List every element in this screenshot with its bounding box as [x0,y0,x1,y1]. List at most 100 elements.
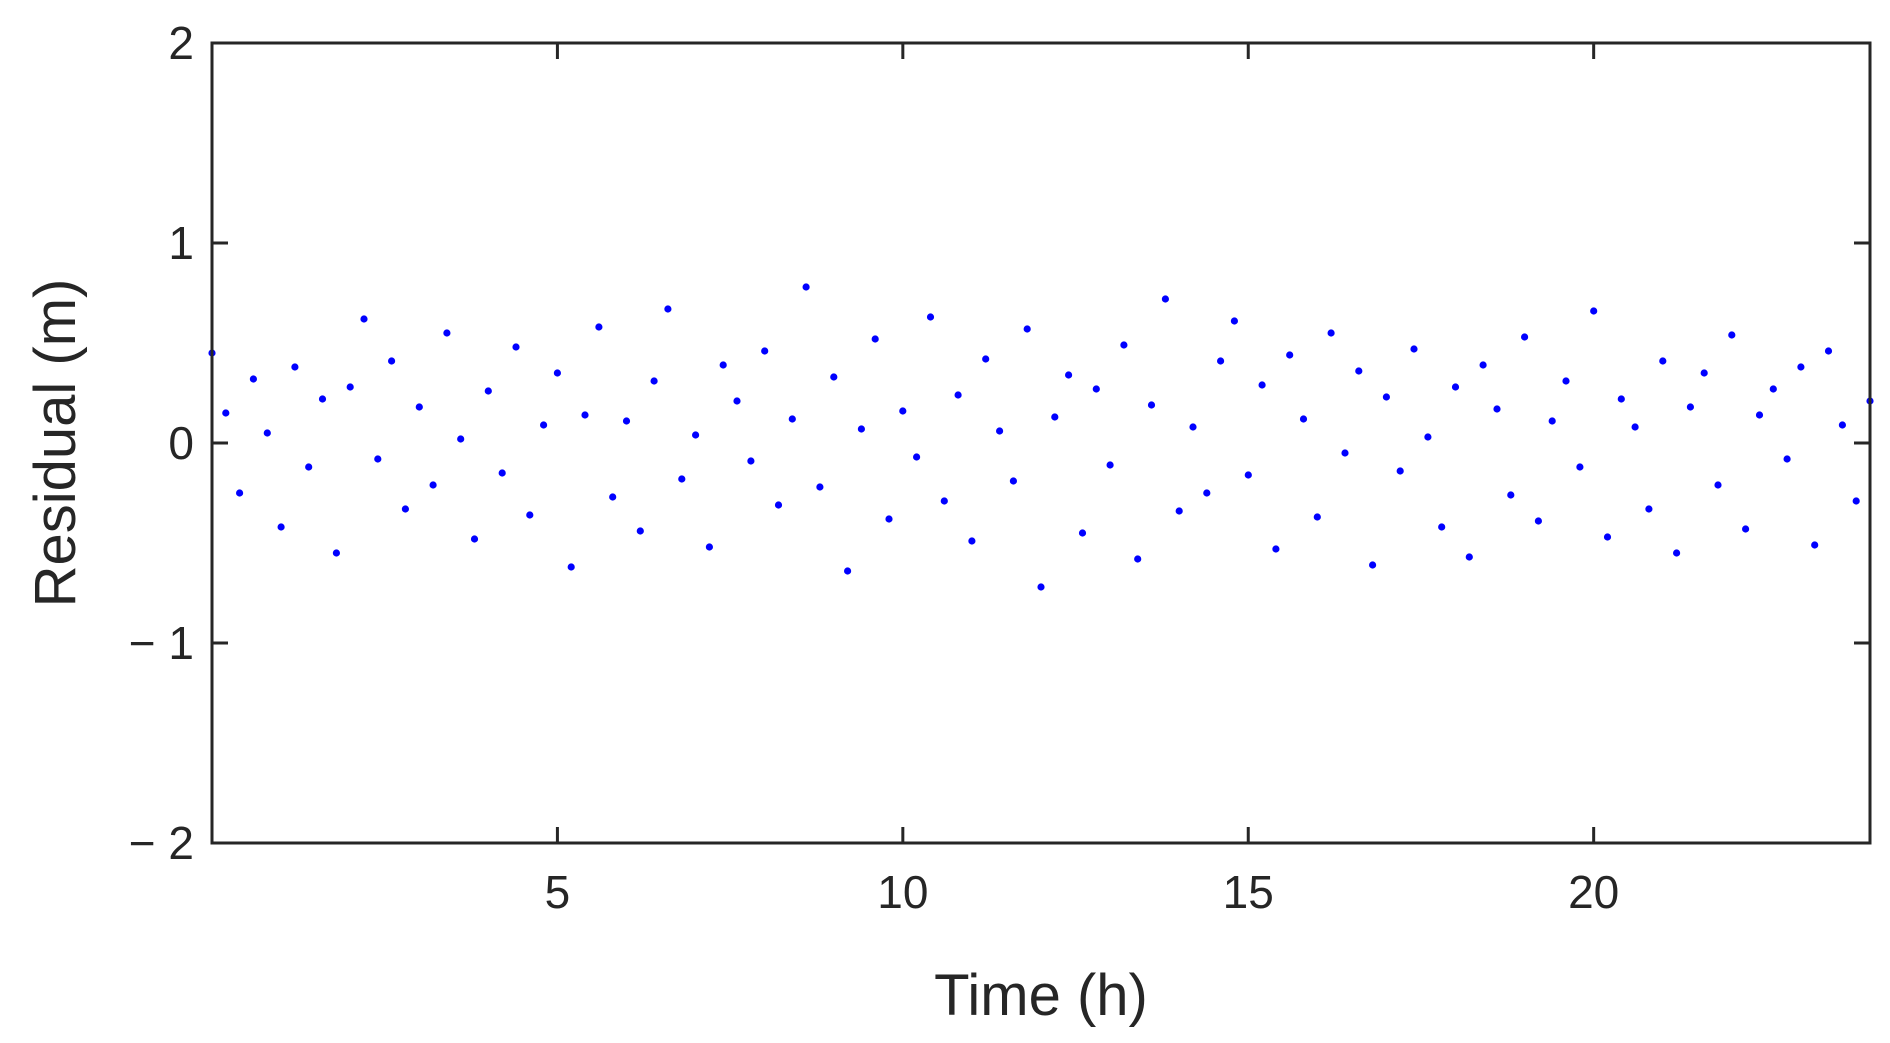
scatter-point [871,335,879,343]
scatter-point [1451,383,1460,391]
scatter-point [1479,361,1487,369]
scatter-point [1078,529,1087,537]
scatter-point [291,363,299,371]
scatter-point [954,391,962,399]
scatter-point [830,373,838,381]
scatter-point [1576,463,1584,471]
scatter-point [553,369,562,377]
scatter-point [1217,357,1225,365]
scatter-point [1534,517,1542,525]
scatter-point [622,417,631,425]
y-tick-label: 0 [168,417,194,469]
scatter-point [1562,377,1570,385]
y-tick-label: 1 [168,217,194,269]
scatter-point [332,549,340,557]
scatter-point [1852,497,1860,505]
x-tick-label: 15 [1223,866,1274,918]
scatter-point [581,411,589,419]
scatter-point [899,407,907,415]
scatter-points [208,283,1874,591]
scatter-point [1673,549,1681,557]
scatter-point [1603,533,1612,541]
scatter-point [388,357,396,365]
scatter-point [1272,545,1280,553]
scatter-point [1230,317,1238,325]
scatter-point [1742,525,1750,533]
scatter-point [1645,505,1653,513]
scatter-point [761,347,769,355]
scatter-point [1838,421,1846,429]
scatter-point [1106,461,1114,469]
scatter-point [1161,295,1169,303]
x-axis-title: Time (h) [934,963,1148,1028]
scatter-point [526,511,534,519]
scatter-point [222,409,230,417]
scatter-point [1797,363,1805,371]
scatter-point [1023,325,1031,333]
scatter-point [415,403,423,411]
scatter-point [1382,393,1390,401]
scatter-point [1258,381,1266,389]
scatter-point [1355,367,1363,375]
scatter-point [774,501,783,509]
scatter-point [1617,395,1625,403]
scatter-point [318,395,327,403]
scatter-point [512,343,520,351]
x-axis-ticks: 5 10 15 20 [545,43,1619,918]
scatter-point [747,457,755,465]
y-axis-ticks: 2 1 0 − 1 − 2 [129,17,1870,869]
scatter-point [1811,541,1819,549]
scatter-point [401,505,409,513]
scatter-point [1189,423,1197,431]
y-axis-title: Residual (m) [23,279,88,608]
scatter-point [968,537,976,545]
scatter-point [1009,477,1018,485]
scatter-point [1631,423,1639,431]
scatter-point [1686,403,1694,411]
scatter-point [1286,351,1294,359]
scatter-point [277,523,285,531]
y-tick-label: 2 [168,17,194,69]
scatter-point [664,305,672,313]
scatter-point [650,377,658,385]
scatter-point [1438,523,1446,531]
scatter-point [733,397,741,405]
scatter-point [1769,385,1777,393]
y-tick-label: − 1 [129,617,194,669]
scatter-point [346,383,354,391]
scatter-point [1120,341,1128,349]
scatter-point [1755,411,1764,419]
scatter-point [913,453,921,461]
scatter-point [1341,449,1349,457]
scatter-point [249,375,257,383]
x-tick-label: 20 [1568,866,1619,918]
scatter-point [1824,347,1833,355]
scatter-point [1714,481,1722,489]
scatter-point [305,463,313,471]
scatter-point [885,515,893,523]
scatter-point [1147,401,1156,409]
scatter-point [360,315,368,323]
scatter-point [1493,405,1501,413]
scatter-point [1369,561,1377,569]
scatter-point [1548,417,1556,425]
scatter-point [1313,513,1321,521]
scatter-point [429,481,437,489]
scatter-point [1203,489,1211,497]
scatter-point [1521,333,1529,341]
scatter-point [1410,345,1418,353]
x-tick-label: 5 [545,866,571,918]
scatter-point [1507,491,1515,499]
scatter-point [1465,553,1473,561]
scatter-point [1299,415,1308,423]
scatter-point [940,497,948,505]
scatter-point [1424,433,1432,441]
scatter-point [1327,329,1335,337]
scatter-point [705,543,714,551]
scatter-point [636,527,644,535]
scatter-point [1396,467,1404,475]
scatter-point [1037,583,1045,591]
scatter-point [1728,331,1736,339]
